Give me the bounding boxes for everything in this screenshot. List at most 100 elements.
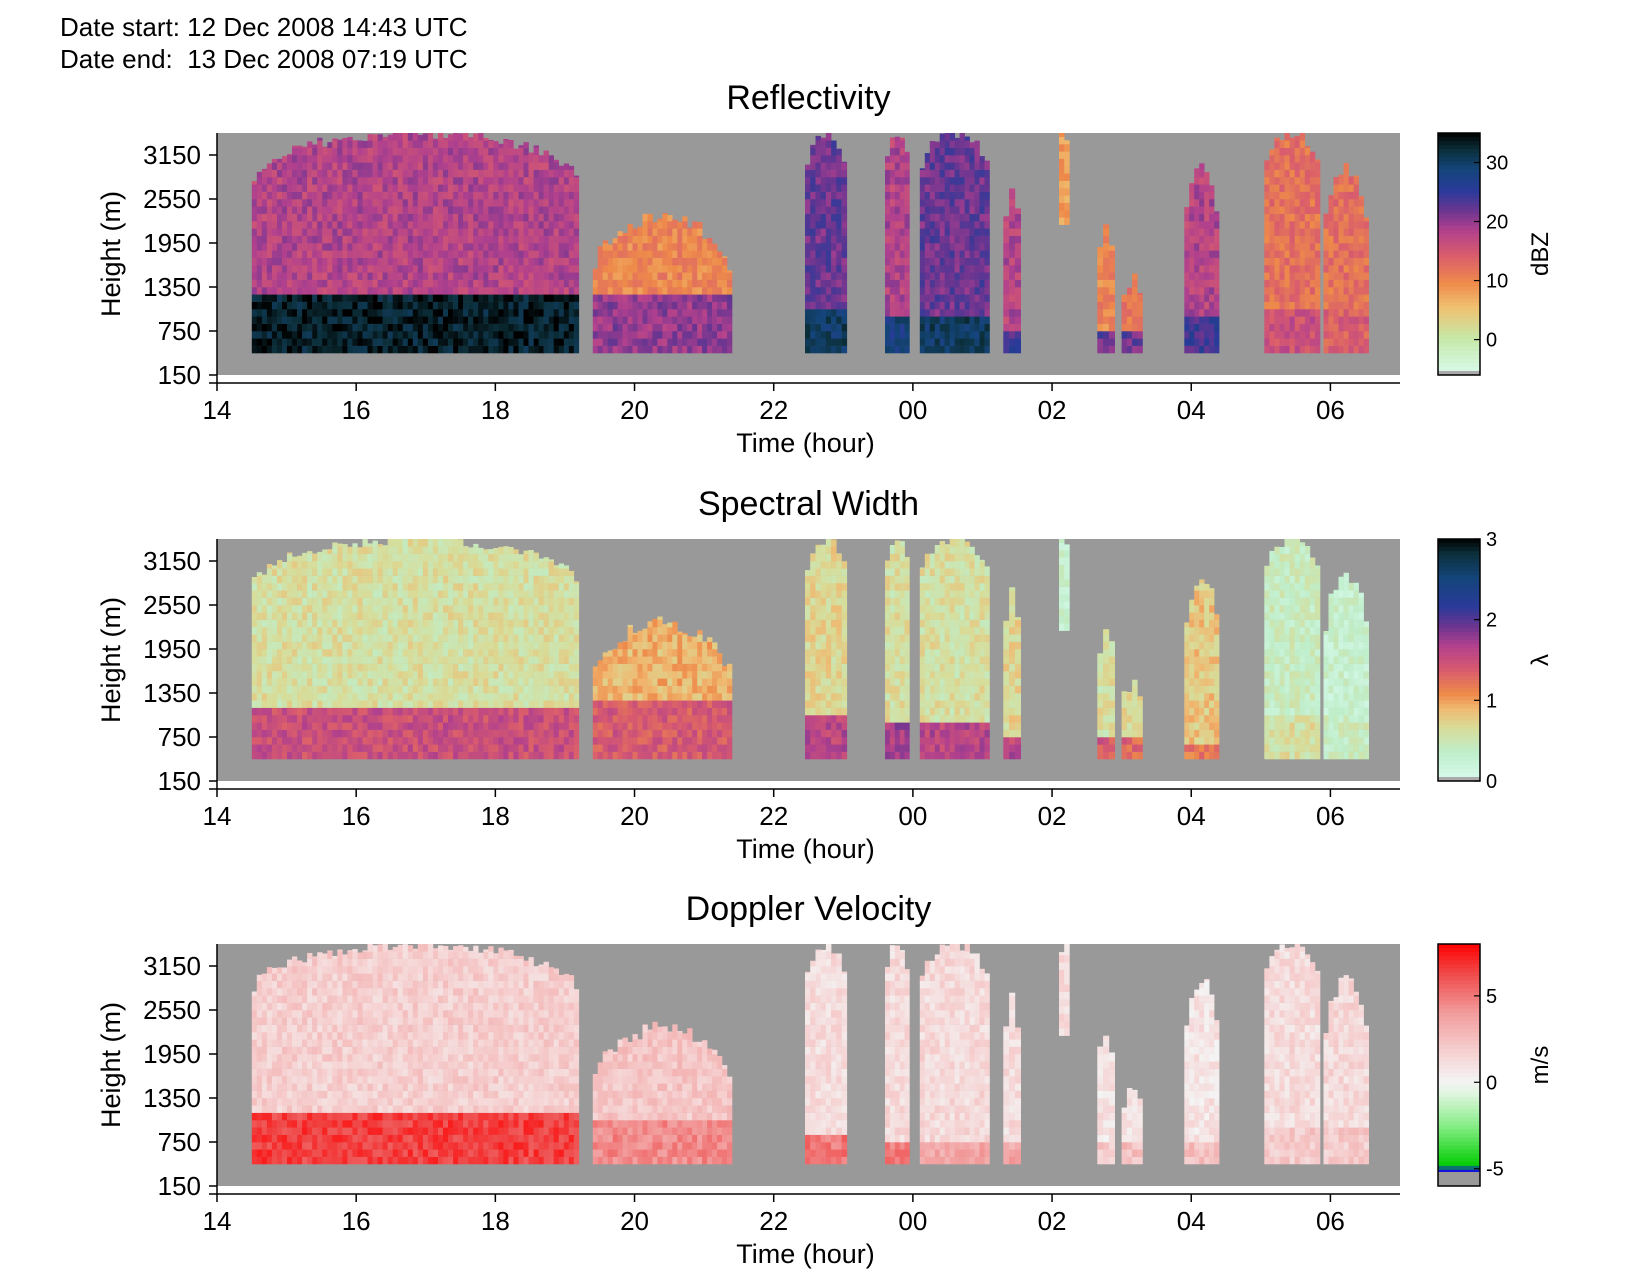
echo-segment — [1323, 163, 1369, 354]
y-tick-label: 750 — [158, 722, 201, 752]
y-tick-label: 150 — [158, 1171, 201, 1201]
y-axis-label: Height (m) — [96, 191, 126, 317]
echo-segment — [592, 1021, 733, 1165]
echo-segment — [1264, 133, 1321, 354]
x-tick-label: 06 — [1316, 1206, 1345, 1236]
echo-segment — [1121, 1088, 1143, 1165]
date-start-line: Date start: 12 Dec 2008 14:43 UTC — [60, 12, 468, 43]
x-axis-label: Time (hour) — [736, 834, 875, 864]
colorbar-label: λ — [1527, 654, 1554, 666]
x-tick-label: 14 — [203, 395, 232, 425]
echo-segment — [251, 133, 580, 354]
x-tick-label: 02 — [1038, 1206, 1067, 1236]
x-tick-label: 22 — [759, 801, 788, 831]
y-tick-label: 3150 — [143, 140, 201, 170]
x-tick-label: 06 — [1316, 395, 1345, 425]
x-tick-label: 02 — [1038, 801, 1067, 831]
x-tick-label: 00 — [898, 1206, 927, 1236]
x-tick-label: 14 — [203, 801, 232, 831]
echo-segment — [1184, 579, 1220, 760]
colorbar: 5 0 -5 m/s — [1437, 943, 1554, 1187]
date-start-value: 12 Dec 2008 14:43 UTC — [187, 12, 468, 42]
date-end-line: Date end: 13 Dec 2008 07:19 UTC — [60, 44, 468, 75]
y-tick-label: 1950 — [143, 634, 201, 664]
x-tick-label: 04 — [1177, 395, 1206, 425]
x-tick-label: 00 — [898, 395, 927, 425]
colorbar-tick-label: 3 — [1486, 529, 1497, 551]
echo-segment — [885, 136, 910, 354]
x-tick-label: 16 — [342, 395, 371, 425]
echo-segment — [919, 133, 990, 354]
echo-segment — [592, 213, 733, 354]
x-axis-label: Time (hour) — [736, 1239, 875, 1269]
echo-segment — [1264, 944, 1321, 1165]
x-tick-label: 18 — [481, 801, 510, 831]
date-end-value: 13 Dec 2008 07:19 UTC — [187, 44, 468, 74]
echo-segment — [251, 539, 580, 760]
x-tick-label: 16 — [342, 1206, 371, 1236]
echo-segment — [919, 944, 990, 1165]
colorbar-tick-label: 0 — [1486, 330, 1497, 352]
echo-segment — [1323, 975, 1369, 1165]
x-tick-label: 00 — [898, 801, 927, 831]
x-tick-label: 04 — [1177, 801, 1206, 831]
x-tick-label: 22 — [759, 395, 788, 425]
echo-segment — [1121, 679, 1143, 760]
colorbar: 3 2 1 0 λ — [1437, 529, 1554, 793]
colorbar-label: dBZ — [1527, 232, 1554, 276]
x-axis-label: Time (hour) — [736, 428, 875, 458]
echo-segment — [1184, 163, 1220, 354]
y-tick-label: 1950 — [143, 1039, 201, 1069]
echo-segment — [1184, 979, 1220, 1165]
colorbar-tick-label: 30 — [1486, 153, 1508, 175]
x-tick-label: 06 — [1316, 801, 1345, 831]
echo-segment — [251, 944, 580, 1165]
echo-segment — [1264, 539, 1321, 760]
y-tick-label: 1950 — [143, 228, 201, 258]
x-tick-label: 04 — [1177, 1206, 1206, 1236]
colorbar-tick-label: 1 — [1486, 690, 1497, 712]
echo-segment — [805, 944, 848, 1165]
echo-segment — [885, 945, 910, 1165]
x-tick-label: 18 — [481, 1206, 510, 1236]
y-tick-label: 2550 — [143, 995, 201, 1025]
y-tick-label: 3150 — [143, 546, 201, 576]
echo-segment — [1059, 133, 1070, 225]
echo-segment — [1003, 587, 1021, 760]
colorbar-tick-label: 0 — [1486, 771, 1497, 793]
echo-segment — [1121, 273, 1143, 354]
x-tick-label: 20 — [620, 395, 649, 425]
colorbar-tick-label: 0 — [1486, 1072, 1497, 1094]
panel-title: Spectral Width — [698, 485, 919, 523]
colorbar-tick-label: -5 — [1486, 1159, 1504, 1181]
x-tick-label: 14 — [203, 1206, 232, 1236]
panel-2: Doppler Velocity 3150 2550 1950 1350 750 15014… — [96, 890, 1554, 1269]
colorbar-tick-label: 5 — [1486, 986, 1497, 1008]
echo-segment — [1097, 629, 1115, 760]
echo-segment — [1003, 188, 1021, 354]
colorbar-tick-label: 10 — [1486, 271, 1508, 293]
colorbar-tick-label: 20 — [1486, 212, 1508, 234]
echo-segment — [1097, 224, 1115, 354]
echo-segment — [1059, 944, 1070, 1036]
echo-segment — [805, 539, 848, 760]
y-tick-label: 3150 — [143, 951, 201, 981]
colorbar-label: m/s — [1527, 1046, 1554, 1085]
y-tick-label: 1350 — [143, 1083, 201, 1113]
y-tick-label: 2550 — [143, 184, 201, 214]
echo-segment — [1097, 1035, 1115, 1165]
panel-title: Doppler Velocity — [686, 890, 932, 928]
date-end-label: Date end: — [60, 44, 173, 74]
x-tick-label: 20 — [620, 801, 649, 831]
echo-segment — [919, 539, 990, 760]
y-axis-label: Height (m) — [96, 597, 126, 723]
colorbar: 30 20 10 0 dBZ — [1437, 132, 1554, 376]
date-start-label: Date start: — [60, 12, 180, 42]
echo-segment — [592, 616, 733, 760]
echo-segment — [885, 540, 910, 760]
y-axis-label: Height (m) — [96, 1002, 126, 1128]
panel-title: Reflectivity — [726, 79, 890, 117]
